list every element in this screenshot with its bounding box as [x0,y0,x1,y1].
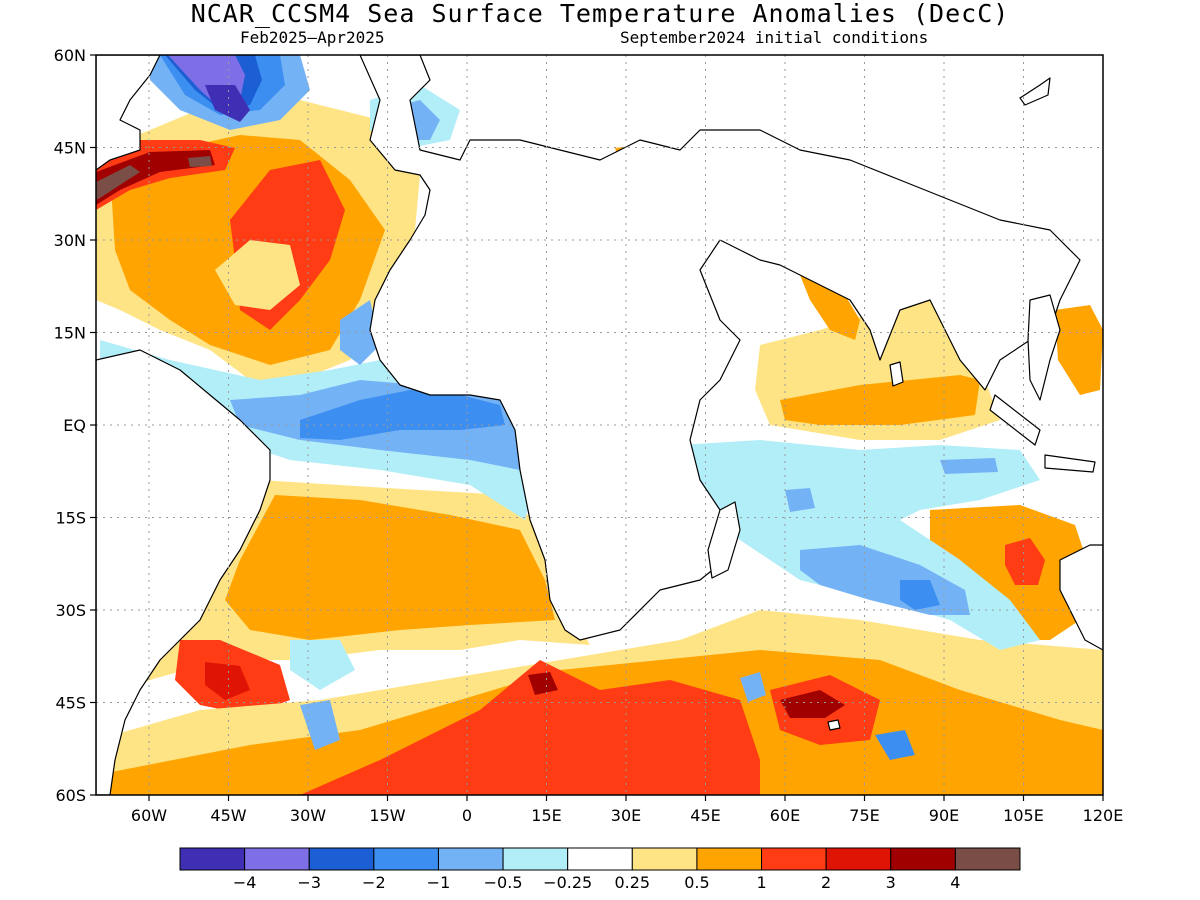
north-atlantic-weak-spot [215,240,300,310]
colorbar-label: −0.25 [543,873,592,892]
southern-ocean-strong-warm [300,660,760,795]
colorbar-swatch [696,847,763,871]
southern-ocean-hot-spot-west [528,672,558,695]
south-china-sea-warm [1055,305,1103,395]
arabian-sea-warm [800,270,860,340]
lon-tick-label: 75E [849,806,879,825]
indian-ocean-cool-patch-2 [940,458,998,474]
newfoundland-extreme-warm [96,165,140,200]
tropical-atlantic-cooler [300,390,505,440]
lon-tick-label: 120E [1083,806,1124,825]
colorbar-label: 0.5 [684,873,709,892]
lon-tick-label: 15W [369,806,405,825]
colorbar-label: −4 [233,873,257,892]
lon-tick-label: 30W [290,806,326,825]
colorbar-label: 2 [821,873,831,892]
colorbar-swatch [825,847,892,871]
indian-ocean-cool-patch-1 [785,488,815,512]
colorbar-swatch [954,847,1021,871]
labrador-sea-coldest [205,85,250,122]
colorbar-label: −1 [427,873,451,892]
colorbar-swatch [631,847,698,871]
colorbar-swatch [890,847,956,871]
colorbar-label: 3 [886,873,896,892]
colorbar-swatch [761,847,827,871]
south-indian-ocean-strong-warm [1005,538,1045,585]
forecast-period-label: Feb2025–Apr2025 [240,28,385,47]
lat-tick-label: 15S [55,509,86,528]
indian-ocean-cooler [900,580,940,610]
lon-tick-label: 0 [462,806,472,825]
lat-tick-label: 60N [54,46,86,65]
lat-tick-label: 60S [55,786,86,805]
lat-tick-label: 15N [54,324,86,343]
south-atlantic-cool-patch [290,640,355,690]
initial-conditions-label: September2024 initial conditions [620,28,929,47]
japan-land [1019,77,1051,106]
colorbar-label: −3 [297,873,321,892]
indian-ocean-warm [780,375,980,425]
lat-tick-label: 45N [54,139,86,158]
lat-tick-label: EQ [63,416,86,435]
colorbar-swatch [567,847,633,871]
newfoundland-extreme-warm-2 [188,156,212,167]
longitude-axis: 60W 45W 30W 15W 0 15E 30E 45E 60E 75E 90E 105E 120E [131,795,1123,825]
colorbar-swatch [373,847,439,871]
lon-tick-label: 45W [210,806,246,825]
west-africa-cool [340,300,380,365]
lon-tick-label: 30E [611,806,641,825]
colorbar-swatch [179,847,246,871]
java-land [1044,454,1096,473]
map-title: NCAR_CCSM4 Sea Surface Temperature Anoma… [190,0,1010,28]
colorbar-label: −2 [362,873,386,892]
lon-tick-label: 60E [770,806,800,825]
colorbar-swatch [244,847,310,871]
lat-tick-label: 45S [55,694,86,713]
southern-ocean-cool-patch-2 [875,730,915,760]
southeast-asia-land [1027,294,1061,401]
sumatra-land [989,394,1041,446]
lon-tick-label: 45E [690,806,720,825]
southern-ocean-hot-spot-east [780,690,845,718]
lon-tick-label: 60W [131,806,167,825]
lat-tick-label: 30S [55,601,86,620]
latitude-axis: 60N 45N 30N 15N EQ 15S 30S 45S 60S [54,46,96,805]
sri-lanka-land [889,361,904,387]
colorbar: −4 −3 −2 −1 −0.5 −0.25 0.25 0.5 1 2 3 4 [179,847,1021,892]
south-atlantic-hot-spot [205,662,250,700]
lon-tick-label: 90E [929,806,959,825]
lon-tick-label: 15E [531,806,561,825]
colorbar-label: 4 [950,873,960,892]
colorbar-swatch [437,847,504,871]
madagascar-land [707,501,741,579]
south-atlantic-cool-patch-2 [300,700,340,750]
north-america-land [96,55,161,171]
colorbar-label: 0.25 [614,873,650,892]
colorbar-label: 1 [756,873,766,892]
colorbar-swatch [502,847,569,871]
lat-tick-label: 30N [54,231,86,250]
lon-tick-label: 105E [1003,806,1044,825]
australia-land [1059,544,1103,651]
south-america-land [96,349,271,795]
southern-ocean-cool-patch-1 [740,672,766,702]
newfoundland-strong-warm [96,150,215,205]
map-gridlines [96,55,1103,795]
map-plot-area [96,55,1103,795]
colorbar-label: −0.5 [484,873,523,892]
kerguelen-island [827,719,841,731]
colorbar-swatch [308,847,375,871]
land-masses [96,55,1103,795]
